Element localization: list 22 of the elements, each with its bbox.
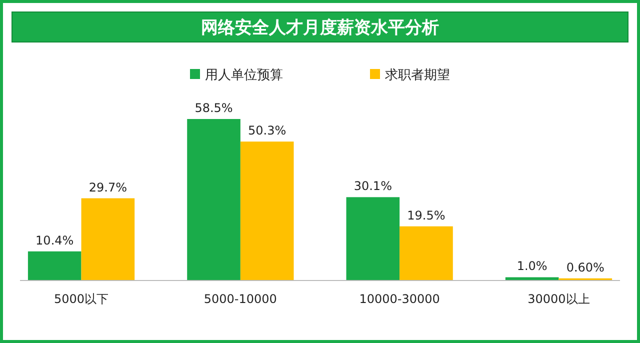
data-label: 29.7% bbox=[88, 180, 127, 194]
data-label: 1.0% bbox=[516, 259, 548, 274]
bar bbox=[400, 226, 453, 280]
bar bbox=[28, 251, 82, 280]
bar bbox=[346, 197, 400, 280]
data-label: 19.5% bbox=[407, 208, 446, 222]
x-tick-label: 30000以上 bbox=[528, 292, 590, 306]
x-tick-label: 5000以下 bbox=[54, 292, 109, 306]
bar bbox=[187, 119, 240, 280]
bar bbox=[81, 198, 135, 280]
chart-title: 网络安全人才月度薪资水平分析 bbox=[201, 18, 439, 38]
bar bbox=[240, 142, 294, 280]
data-label: 0.60% bbox=[566, 260, 604, 274]
x-tick-label: 5000-10000 bbox=[204, 292, 277, 306]
x-tick-label: 10000-30000 bbox=[359, 292, 440, 306]
bar bbox=[505, 277, 559, 280]
data-label: 30.1% bbox=[354, 179, 392, 194]
data-label: 58.5% bbox=[194, 101, 233, 115]
data-label: 10.4% bbox=[36, 233, 74, 248]
legend-label: 求职者期望 bbox=[385, 68, 450, 83]
legend-label: 用人单位预算 bbox=[205, 68, 283, 83]
data-label: 50.3% bbox=[248, 124, 286, 138]
